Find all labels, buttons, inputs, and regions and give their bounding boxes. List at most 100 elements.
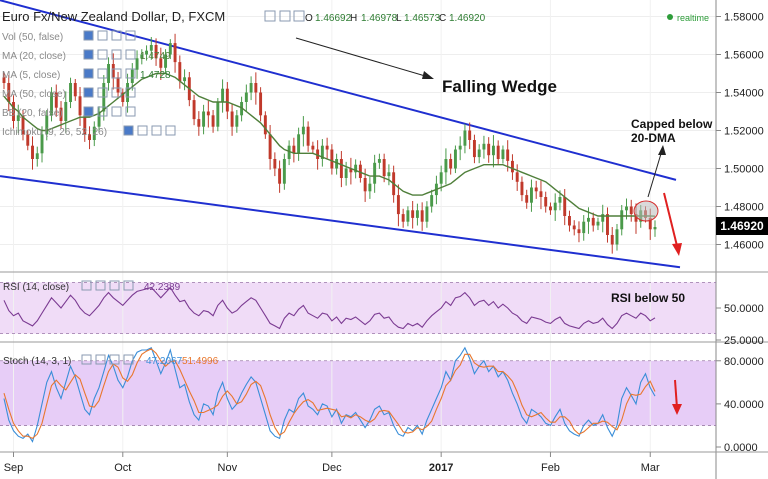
ohlc-o-label: O	[305, 13, 313, 24]
candle-body	[54, 92, 58, 108]
capped-pointer-arrow	[647, 145, 666, 198]
indicator-control-icon[interactable]	[125, 49, 136, 60]
indicator-control-icon[interactable]	[83, 49, 94, 60]
month-tick-label: Feb	[541, 462, 560, 474]
candle-body	[401, 214, 405, 222]
capped-circle	[633, 200, 659, 222]
candle-body	[491, 145, 495, 156]
wedge-pointer-arrow	[295, 37, 434, 79]
indicator-control-icon[interactable]	[125, 68, 136, 79]
indicator-control-icon[interactable]	[83, 87, 94, 98]
indicator-control-icon[interactable]	[97, 106, 108, 117]
wedge-lower-line	[0, 175, 681, 269]
candle-body	[587, 217, 590, 222]
candle-body	[73, 83, 77, 97]
candle-body	[544, 197, 548, 207]
indicator-control-icon[interactable]	[97, 30, 108, 41]
month-tick-label: Dec	[322, 462, 342, 474]
candle-body	[420, 210, 424, 222]
candle-body	[12, 102, 15, 121]
candle-body	[425, 206, 429, 222]
candle-body	[563, 197, 567, 216]
rsi-band	[0, 282, 716, 334]
ohlc-c-label: C	[439, 13, 446, 24]
stoch-d-value: 51.4996	[182, 356, 219, 367]
candle-body	[463, 130, 467, 146]
candle-body	[230, 111, 234, 127]
indicator-value: 1.4749	[140, 51, 171, 62]
ohlc-l-value: 1.46573	[404, 13, 441, 24]
indicator-control-icon[interactable]	[83, 68, 94, 79]
indicator-control-icon[interactable]	[97, 68, 108, 79]
indicator-control-icon[interactable]	[83, 30, 94, 41]
candle-body	[282, 159, 286, 184]
candle-body	[487, 143, 491, 156]
indicator-control-icon[interactable]	[165, 125, 176, 136]
indicator-control-icon[interactable]	[111, 30, 122, 41]
candle-body	[387, 172, 391, 177]
candle-body	[306, 126, 310, 146]
ohlc-h-label: H	[350, 13, 357, 24]
rsi-tick-label: 50.0000	[724, 303, 764, 315]
candle-body	[254, 83, 258, 93]
indicator-control-icon[interactable]	[137, 125, 148, 136]
candle-body	[477, 149, 481, 158]
ma20-line	[3, 72, 656, 217]
candle-body	[325, 145, 329, 150]
candle-body	[572, 225, 576, 230]
candle-body	[453, 149, 457, 169]
indicator-control-icon[interactable]	[111, 87, 122, 98]
header-icons[interactable]	[264, 10, 305, 22]
stoch-panel-icons[interactable]	[81, 354, 134, 365]
rsi-panel-value: 42.2389	[144, 282, 181, 293]
candle-body	[292, 145, 296, 154]
indicator-control-icon[interactable]	[125, 30, 136, 41]
candle-body	[525, 195, 529, 203]
price-tick-label: 1.48000	[724, 202, 764, 214]
candle-body	[320, 145, 324, 159]
indicator-label: Vol (50, false)	[2, 32, 63, 43]
candle-body	[610, 235, 614, 245]
realtime-dot	[667, 14, 673, 20]
symbol-title: Euro Fx/New Zealand Dollar, D, FXCM	[2, 9, 225, 24]
candle-body	[396, 195, 400, 215]
indicator-control-icon[interactable]	[111, 68, 122, 79]
candle-body	[539, 191, 543, 197]
candle-body	[411, 210, 415, 218]
indicator-control-icon[interactable]	[97, 87, 108, 98]
candle-body	[16, 115, 20, 121]
indicator-control-icon[interactable]	[151, 125, 162, 136]
indicator-control-icon[interactable]	[123, 125, 134, 136]
candle-body	[45, 115, 49, 135]
capped-label: Capped below 20-DMA	[631, 117, 713, 145]
candle-body	[154, 45, 158, 59]
candle-body	[31, 145, 34, 159]
stoch-k-value: 47.2067	[146, 356, 183, 367]
candle-body	[358, 164, 362, 178]
candle-body	[444, 159, 448, 173]
indicator-control-icon[interactable]	[83, 106, 94, 117]
candle-body	[382, 159, 386, 177]
indicator-control-icon[interactable]	[125, 87, 136, 98]
candle-body	[472, 140, 476, 158]
candle-body	[192, 100, 196, 120]
candle-body	[301, 126, 305, 135]
candle-body	[354, 164, 358, 173]
stoch-tick-label: 40.0000	[724, 399, 764, 411]
candle-body	[278, 168, 282, 184]
candle-body	[168, 43, 172, 55]
candle-body	[406, 210, 410, 222]
candle-body	[363, 178, 367, 192]
candle-body	[159, 58, 163, 68]
candle-body	[35, 153, 39, 159]
rsi-panel-icons[interactable]	[81, 280, 134, 291]
candle-body	[97, 111, 101, 127]
candle-body	[591, 217, 595, 226]
indicator-control-icon[interactable]	[111, 49, 122, 60]
ohlc-h-value: 1.46978	[361, 13, 398, 24]
indicator-control-icon[interactable]	[111, 106, 122, 117]
indicator-control-icon[interactable]	[97, 49, 108, 60]
candle-body	[529, 187, 533, 203]
month-tick-label: Mar	[641, 462, 660, 474]
indicator-control-icon[interactable]	[125, 106, 136, 117]
